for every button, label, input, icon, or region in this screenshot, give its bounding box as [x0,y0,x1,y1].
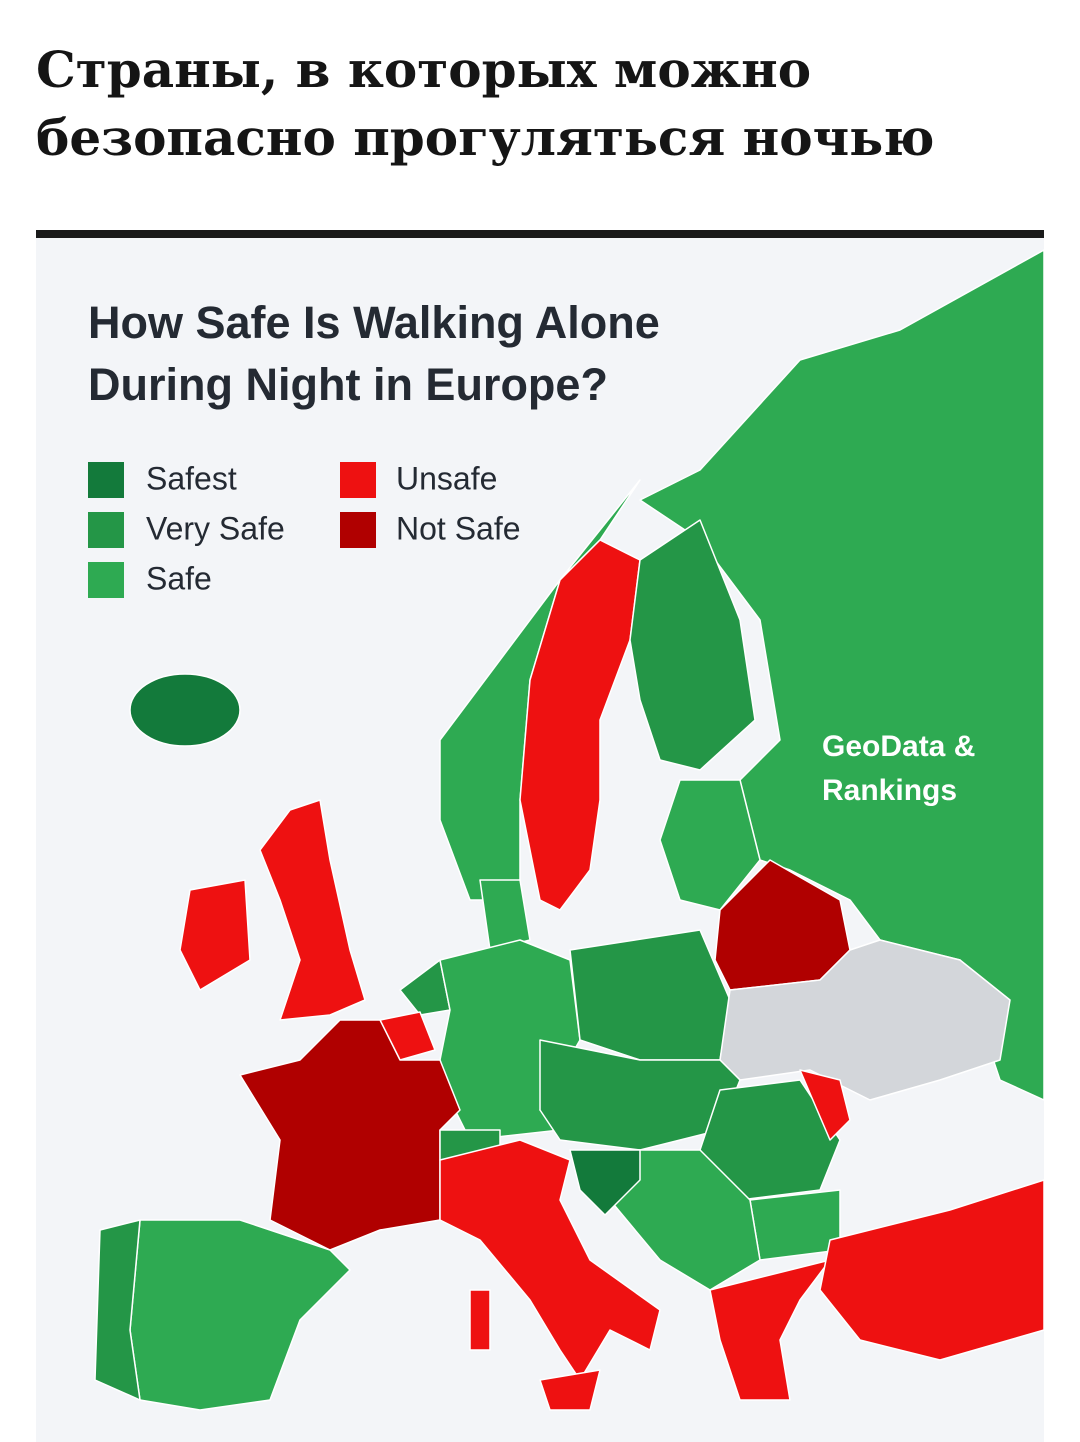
croatia [569,1149,641,1216]
legend-label: Safest [146,460,237,496]
legend-swatch [340,512,376,548]
poland [569,929,731,1061]
legend-label: Unsafe [396,460,497,496]
legend-label: Safe [146,560,212,596]
legend-label: Not Safe [396,510,521,546]
france [239,1019,461,1251]
russia [639,249,1045,1101]
denmark [479,879,531,951]
greece [709,1259,831,1401]
countries [94,249,1045,1411]
legend-swatch [340,462,376,498]
legend: Safest Very Safe Safe Unsafe Not Safe [88,460,521,598]
watermark: GeoData & [822,730,975,763]
legend-swatch [88,562,124,598]
italy [439,1139,661,1381]
ireland [179,879,251,991]
uk [259,799,366,1021]
bulgaria [749,1189,841,1261]
balkans [609,1149,761,1291]
portugal [94,1219,141,1401]
legend-swatch [88,462,124,498]
legend-label: Very Safe [146,510,285,546]
watermark: Rankings [822,774,957,807]
moldova [799,1069,851,1141]
sicily [539,1369,601,1411]
divider [36,230,1044,238]
legend-swatch [88,512,124,548]
article-title: Страны, в которых можно безопасно прогул… [36,40,935,167]
sardinia [469,1289,491,1351]
map-title: How Safe Is Walking Alone [88,297,660,348]
turkey [819,1179,1045,1361]
finland [629,519,756,771]
iceland [129,673,241,747]
map-title: During Night in Europe? [88,359,608,410]
